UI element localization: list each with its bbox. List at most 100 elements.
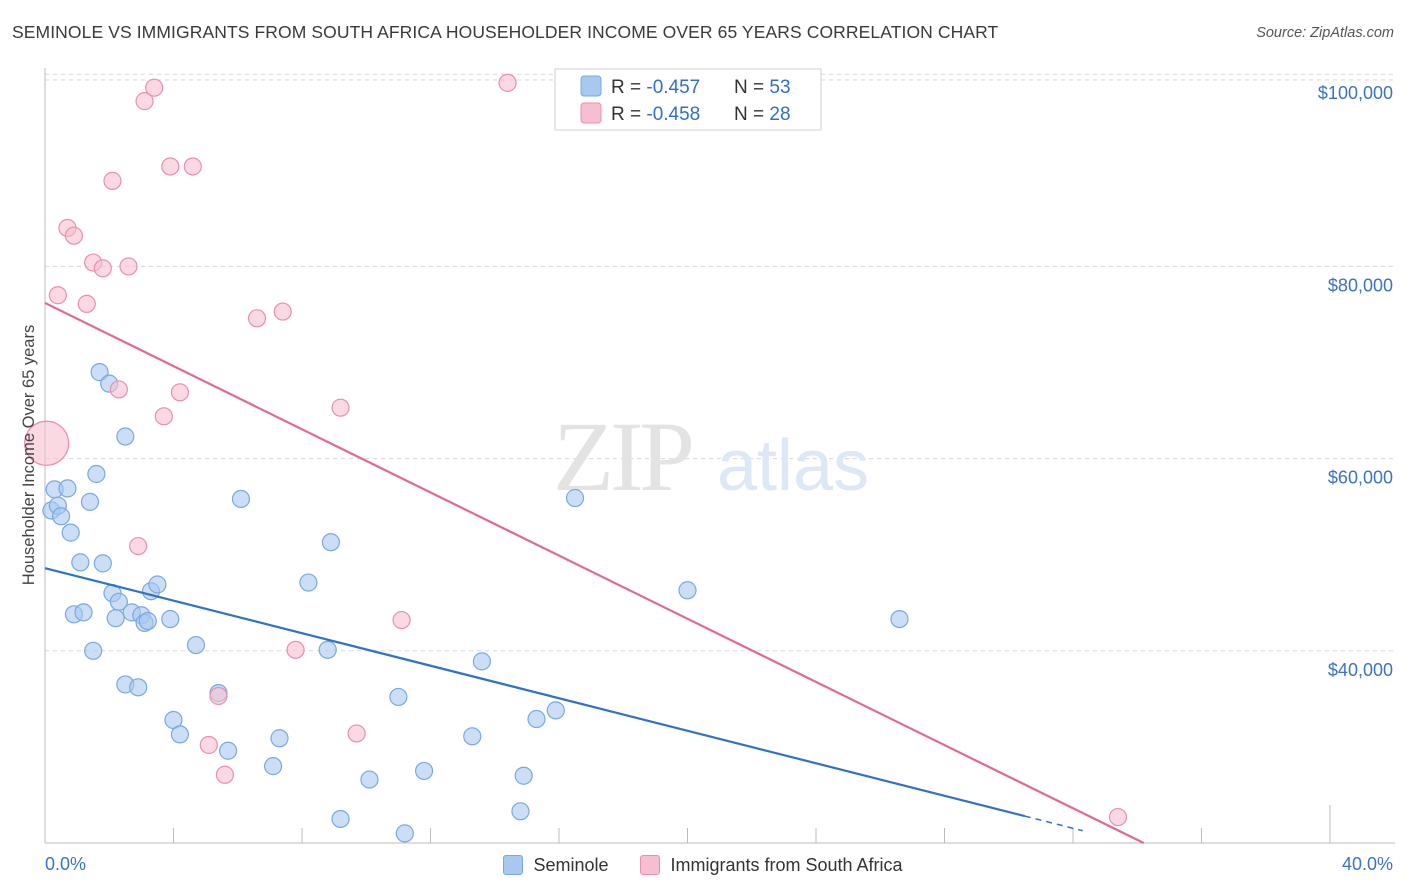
seminole-point xyxy=(414,761,434,781)
y-axis-label: Householder Income Over 65 years xyxy=(20,325,38,585)
seminole-point xyxy=(678,581,697,600)
seminole-trend-extension xyxy=(1024,815,1083,832)
y-tick-label: $80,000 xyxy=(1328,275,1393,295)
south-africa-point xyxy=(119,257,138,276)
south-africa-point xyxy=(161,157,180,176)
south-africa-point xyxy=(183,157,202,176)
south-africa-point xyxy=(154,407,173,426)
seminole-point xyxy=(514,766,533,785)
south-africa-trend-line xyxy=(44,301,1145,844)
south-africa-point xyxy=(24,420,70,466)
south-africa-point xyxy=(286,640,305,659)
legend-r-label: R = xyxy=(611,77,646,98)
seminole-point xyxy=(270,729,289,748)
south-africa-point xyxy=(199,735,218,755)
svg-text:N = 28: N = 28 xyxy=(734,104,791,125)
trend-lines xyxy=(44,301,1145,844)
seminole-point xyxy=(138,611,157,631)
legend-label: Seminole xyxy=(533,854,609,875)
south-africa-point xyxy=(145,78,164,97)
y-tick-label: $60,000 xyxy=(1328,468,1393,488)
south-africa-point xyxy=(347,724,366,743)
seminole-swatch xyxy=(503,855,524,875)
watermark-atlas: atlas xyxy=(717,426,869,506)
south-africa-point xyxy=(247,309,267,328)
watermark: ZIP atlas xyxy=(553,401,869,512)
south-africa-point xyxy=(103,171,122,190)
source-label: Source: ZipAtlas.com xyxy=(1256,25,1394,41)
seminole-point xyxy=(87,464,106,484)
seminole-point xyxy=(51,507,71,526)
seminole-point xyxy=(116,427,135,446)
seminole-point xyxy=(109,592,128,611)
seminole-point xyxy=(71,553,90,572)
seminole-point xyxy=(58,479,77,498)
seminole-point xyxy=(106,609,125,628)
seminole-point xyxy=(511,802,530,821)
seminole-point xyxy=(360,770,379,789)
legend-label: Immigrants from South Africa xyxy=(670,854,903,875)
seminole-point xyxy=(263,757,283,776)
x-tick-label: 40.0% xyxy=(1342,854,1393,874)
data-points xyxy=(24,73,1128,843)
legend-r-label: R = xyxy=(611,104,646,125)
south-africa-point xyxy=(170,383,190,402)
y-tick-label: $100,000 xyxy=(1318,83,1393,103)
south-africa-point xyxy=(64,226,84,245)
legend-item-seminole[interactable]: Seminole xyxy=(503,855,608,876)
seminole-point xyxy=(93,554,112,573)
legend-n-value: 28 xyxy=(769,104,790,125)
bottom-legend: Seminole Immigrants from South Africa xyxy=(0,851,1406,879)
seminole-point xyxy=(219,741,238,760)
south-africa-point xyxy=(129,536,148,556)
legend-r-value: -0.458 xyxy=(646,104,700,125)
legend-swatch-seminole xyxy=(580,75,602,97)
seminole-point xyxy=(84,641,103,660)
south-africa-point xyxy=(48,286,67,305)
south-africa-swatch xyxy=(640,855,661,875)
svg-text:R = -0.458: R = -0.458 xyxy=(611,104,700,125)
seminole-point xyxy=(148,575,167,594)
chart-title: SEMINOLE VS IMMIGRANTS FROM SOUTH AFRICA… xyxy=(12,22,999,42)
south-africa-point xyxy=(109,380,128,399)
seminole-point xyxy=(389,687,408,707)
seminole-point xyxy=(331,809,350,829)
legend-swatch-south-africa xyxy=(580,102,602,124)
seminole-point xyxy=(890,609,909,629)
seminole-point xyxy=(74,603,93,622)
seminole-point xyxy=(129,678,148,697)
seminole-point xyxy=(321,533,341,552)
seminole-point xyxy=(527,709,546,729)
south-africa-point xyxy=(273,302,292,321)
seminole-point xyxy=(565,488,585,508)
seminole-point xyxy=(170,725,190,744)
x-tick-label: 0.0% xyxy=(45,854,86,874)
legend-n-label: N = xyxy=(734,104,769,125)
south-africa-point xyxy=(331,398,350,417)
south-africa-point xyxy=(77,294,96,313)
south-africa-point xyxy=(215,765,234,784)
seminole-point xyxy=(463,727,482,746)
seminole-trend-line xyxy=(44,567,1026,818)
legend-top: R = -0.457 N = 53 R = -0.458 N = 28 xyxy=(554,68,822,131)
legend-r-value: -0.457 xyxy=(646,77,700,98)
seminole-point xyxy=(472,652,491,671)
seminole-point xyxy=(186,635,206,655)
south-africa-point xyxy=(498,73,517,92)
gridlines xyxy=(45,73,1395,652)
y-tick-label: $40,000 xyxy=(1328,660,1393,680)
south-africa-point xyxy=(1108,807,1128,827)
south-africa-point xyxy=(135,92,154,111)
seminole-point xyxy=(231,489,251,509)
seminole-point xyxy=(318,640,337,659)
legend-item-south-africa[interactable]: Immigrants from South Africa xyxy=(640,854,903,876)
seminole-point xyxy=(395,824,414,843)
legend-n-label: N = xyxy=(734,77,769,98)
south-africa-point xyxy=(209,686,228,706)
legend-n-value: 53 xyxy=(769,77,790,98)
south-africa-point xyxy=(392,610,411,630)
svg-text:R = -0.457: R = -0.457 xyxy=(611,77,700,98)
seminole-point xyxy=(61,523,80,542)
seminole-point xyxy=(546,701,565,720)
